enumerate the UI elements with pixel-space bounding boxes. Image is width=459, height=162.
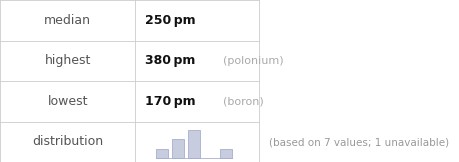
Text: 380 pm: 380 pm (145, 54, 195, 67)
Text: distribution: distribution (32, 135, 103, 148)
Bar (173, 139, 184, 158)
Text: (based on 7 values; 1 unavailable): (based on 7 values; 1 unavailable) (269, 138, 448, 148)
Text: highest: highest (45, 54, 91, 67)
Bar (157, 149, 168, 158)
Bar (220, 149, 232, 158)
Bar (188, 130, 200, 158)
Text: lowest: lowest (47, 95, 88, 108)
Text: (polonium): (polonium) (223, 56, 283, 66)
Text: median: median (44, 14, 91, 27)
Text: 170 pm: 170 pm (145, 95, 195, 108)
Text: 250 pm: 250 pm (145, 14, 195, 27)
Text: (boron): (boron) (223, 96, 263, 106)
